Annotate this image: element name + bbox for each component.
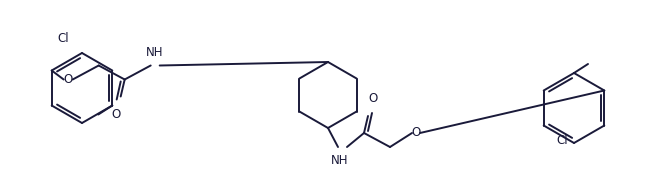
Text: O: O	[63, 73, 72, 86]
Text: NH: NH	[146, 45, 163, 58]
Text: O: O	[369, 92, 378, 105]
Text: O: O	[411, 127, 420, 139]
Text: Cl: Cl	[557, 134, 568, 146]
Text: O: O	[111, 107, 120, 121]
Text: NH: NH	[331, 154, 349, 167]
Text: Cl: Cl	[57, 32, 69, 45]
